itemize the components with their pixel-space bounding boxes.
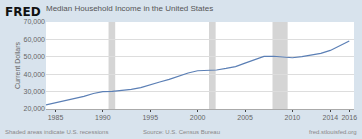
svg-text:2005: 2005 [237,114,253,121]
svg-text:1990: 1990 [95,114,111,121]
svg-text:40,000: 40,000 [24,71,46,78]
svg-text:60,000: 60,000 [24,36,46,43]
svg-text:2010: 2010 [285,114,301,121]
svg-text:50,000: 50,000 [24,53,46,60]
svg-text:1985: 1985 [48,114,64,121]
svg-text:2016: 2016 [341,114,357,121]
svg-text:Median Household Income in the: Median Household Income in the United St… [46,4,213,13]
svg-text:2014: 2014 [323,114,339,121]
svg-text:20,000: 20,000 [24,105,46,112]
svg-text:Source: U.S. Census Bureau: Source: U.S. Census Bureau [143,129,220,135]
svg-text:Shaded areas indicate U.S. rec: Shaded areas indicate U.S. recessions [5,129,108,135]
svg-text:fred.stlouisfed.org: fred.stlouisfed.org [309,129,357,135]
svg-text:2000: 2000 [190,114,206,121]
svg-text:30,000: 30,000 [24,88,46,95]
svg-text:FRED: FRED [5,5,41,19]
svg-text:70,000: 70,000 [24,18,46,25]
svg-text:1995: 1995 [142,114,158,121]
svg-text:Current Dollars: Current Dollars [14,41,21,89]
